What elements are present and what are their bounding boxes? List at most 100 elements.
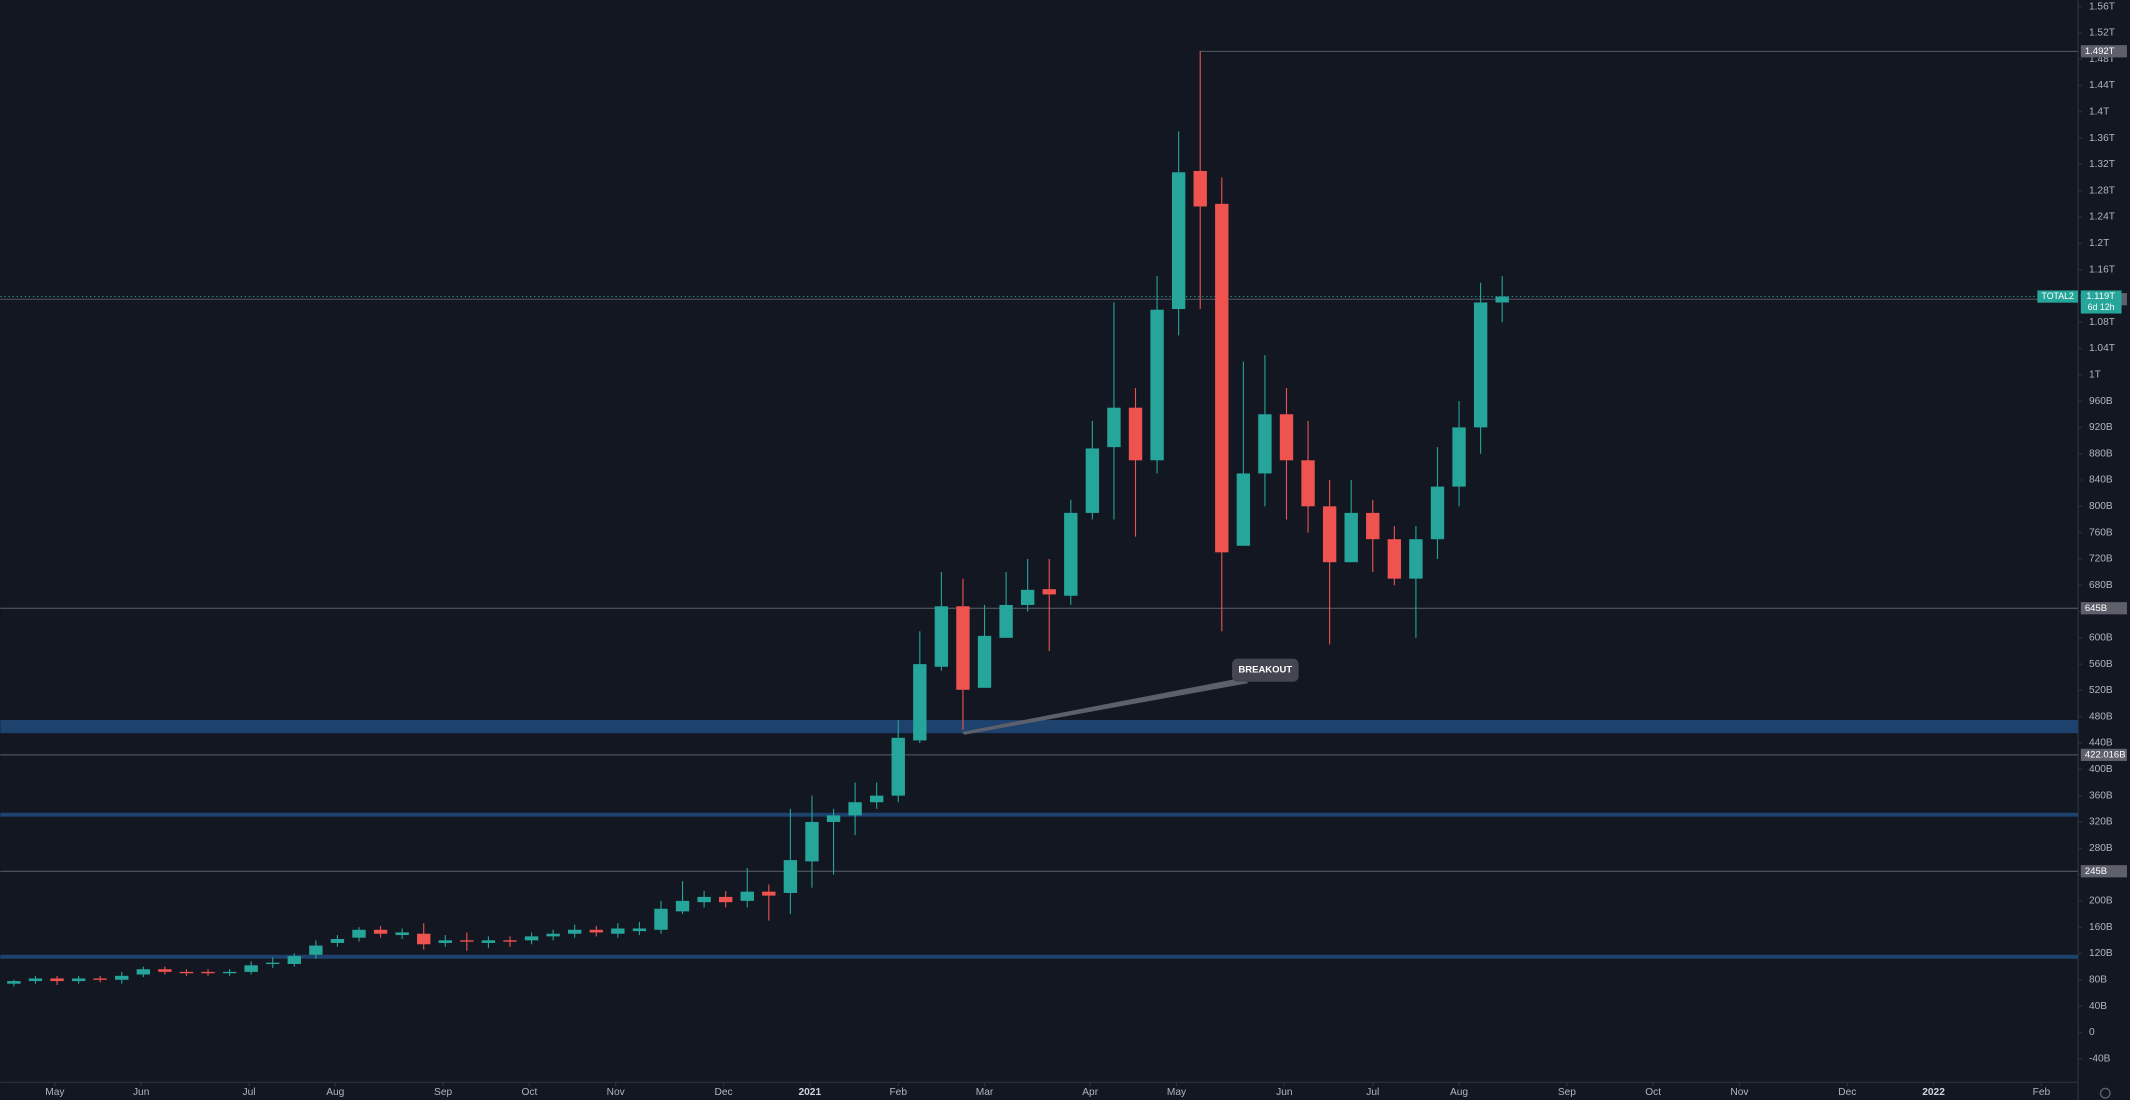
y-tick-label: 1.4T xyxy=(2089,106,2109,117)
candle-body xyxy=(1150,309,1164,461)
candle-body xyxy=(330,938,345,943)
x-tick-label: Dec xyxy=(1838,1087,1856,1098)
candle-body xyxy=(460,940,474,942)
candle-body xyxy=(1387,539,1402,579)
price-label-box xyxy=(2080,748,2127,761)
price-label: 1.492T xyxy=(2085,46,2115,57)
annotation-text: BREAKOUT xyxy=(1238,665,1292,676)
x-tick-label: Feb xyxy=(889,1087,907,1098)
y-tick-label: 600B xyxy=(2089,633,2113,644)
candle-body xyxy=(913,664,927,741)
candle-body xyxy=(1236,473,1251,546)
candle-body xyxy=(654,908,668,930)
price-label-box xyxy=(2080,865,2127,878)
x-tick-label: Apr xyxy=(1082,1087,1098,1098)
y-tick-label: 760B xyxy=(2089,527,2113,538)
y-tick-label: 1.16T xyxy=(2089,264,2115,275)
y-tick-label: 1.24T xyxy=(2089,212,2115,223)
y-tick-label: 1.2T xyxy=(2089,238,2109,249)
axes: -40B040B80B120B160B200B240B280B320B360B4… xyxy=(45,1,2127,1098)
x-tick-label: May xyxy=(45,1087,65,1098)
candle-body xyxy=(71,978,86,982)
candle-body xyxy=(956,606,970,690)
y-tick-label: 1.08T xyxy=(2089,317,2115,328)
candle-body xyxy=(481,940,496,943)
candles xyxy=(7,51,1509,987)
candle-body xyxy=(115,975,129,980)
gear[interactable] xyxy=(2099,1087,2111,1099)
candle-body xyxy=(546,933,560,937)
candle-body xyxy=(93,978,107,980)
candle-body xyxy=(503,940,517,942)
candle-body xyxy=(1473,302,1488,428)
y-tick-label: 560B xyxy=(2089,659,2113,670)
candle-body xyxy=(201,971,215,974)
candle-body xyxy=(438,940,452,943)
candle-body xyxy=(999,604,1013,638)
candle-body xyxy=(1085,448,1100,513)
y-tick-label: 1.44T xyxy=(2089,80,2115,91)
candle-body xyxy=(1128,407,1143,461)
candle-body xyxy=(50,978,64,982)
x-tick-label: Nov xyxy=(1730,1087,1749,1098)
candle-body xyxy=(934,606,949,667)
candle-body xyxy=(1344,512,1358,563)
candle-body xyxy=(1279,414,1294,461)
candle-body xyxy=(675,900,690,912)
candle-body xyxy=(632,928,647,932)
y-tick-label: 320B xyxy=(2089,817,2113,828)
x-tick-label: Jun xyxy=(1276,1087,1292,1098)
candle-body xyxy=(1366,512,1380,540)
y-tick-label: 1.32T xyxy=(2089,159,2115,170)
candle-body xyxy=(1193,170,1207,207)
price-lines xyxy=(0,50,2079,872)
y-tick-label: 680B xyxy=(2089,580,2113,591)
current-price-box xyxy=(2080,290,2122,314)
y-tick-label: 960B xyxy=(2089,396,2113,407)
y-tick-label: 120B xyxy=(2089,948,2113,959)
x-tick-label: Sep xyxy=(434,1087,452,1098)
y-tick-label: 80B xyxy=(2089,974,2107,985)
x-tick-label: Oct xyxy=(521,1087,537,1098)
x-tick-label: Feb xyxy=(2033,1087,2051,1098)
zones xyxy=(0,720,2079,959)
y-tick-label: 360B xyxy=(2089,790,2113,801)
candle-body xyxy=(179,971,194,974)
candle-body xyxy=(1430,486,1445,540)
candle-body xyxy=(805,821,819,862)
candle-body xyxy=(7,981,21,984)
candle-body xyxy=(848,802,862,816)
candle-body xyxy=(568,929,582,934)
price-label-box xyxy=(2080,45,2127,58)
candle-body xyxy=(740,891,754,901)
annotation-box xyxy=(1232,658,1299,682)
x-tick-label: Mar xyxy=(976,1087,994,1098)
candle-body xyxy=(524,936,539,941)
y-tick-label: 40B xyxy=(2089,1001,2107,1012)
x-tick-label: 2022 xyxy=(1922,1087,1945,1098)
price-label: 422.016B xyxy=(2085,749,2126,760)
y-tick-label: 200B xyxy=(2089,896,2113,907)
y-tick-label: 1.56T xyxy=(2089,1,2115,12)
current-price-label: 1.119T xyxy=(2086,291,2115,302)
x-tick-label: 2021 xyxy=(798,1087,821,1098)
y-tick-label: 400B xyxy=(2089,764,2113,775)
countdown: 6d 12h xyxy=(2088,302,2115,312)
y-tick-label: 440B xyxy=(2089,738,2113,749)
candle-body xyxy=(136,969,151,975)
zone xyxy=(0,954,2079,959)
candle-body xyxy=(697,896,711,903)
candle-body xyxy=(589,929,603,933)
candle-body xyxy=(1107,407,1121,448)
y-tick-label: 800B xyxy=(2089,501,2113,512)
candle-body xyxy=(395,932,409,936)
candle-body xyxy=(287,956,301,964)
settings-icon[interactable] xyxy=(2099,1087,2111,1099)
candle-body xyxy=(158,969,172,972)
candle-body xyxy=(1322,506,1337,563)
symbol-box xyxy=(2037,290,2079,303)
y-tick-label: 1.04T xyxy=(2089,343,2115,354)
y-tick-label: 840B xyxy=(2089,475,2113,486)
candle-body xyxy=(891,737,905,796)
